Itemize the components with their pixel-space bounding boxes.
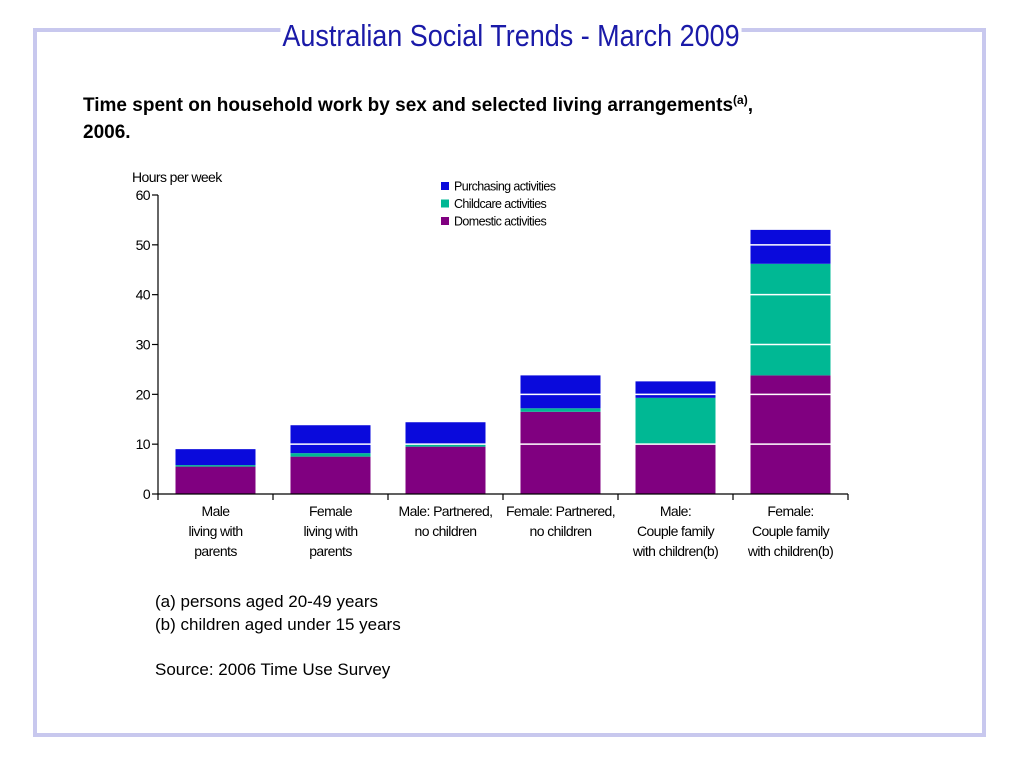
bar-segment-purchasing-activities-5 [635,381,716,398]
category-label: living with [188,523,242,539]
slide-title: Australian Social Trends - March 2009 [280,12,742,60]
bar-segment-domestic-activities-5 [635,444,716,494]
category-label: parents [194,543,237,559]
legend-swatch-childcare-activities [441,199,449,208]
category-label: parents [309,543,352,559]
category-label: living with [303,523,357,539]
bar-segment-purchasing-activities-6 [750,229,831,264]
legend-swatch-purchasing-activities [441,182,449,190]
y-tick-label: 50 [136,237,151,253]
y-tick-label: 20 [136,386,151,402]
category-label: Female: Partnered, [506,503,615,519]
y-tick-label: 60 [136,187,151,203]
footnote-a: (a) persons aged 20-49 years [155,592,379,611]
bar-segment-childcare-activities-1 [175,465,256,467]
bar-segment-childcare-activities-6 [750,263,831,376]
bar-segment-purchasing-activities-1 [175,449,256,466]
category-label: Couple family [637,523,715,539]
bar-segment-childcare-activities-3 [405,444,486,447]
bar-segment-childcare-activities-4 [520,408,601,412]
bar-segment-domestic-activities-4 [520,411,601,494]
category-label: Male [202,503,231,519]
category-label: Male: [660,503,691,519]
bar-segment-childcare-activities-2 [290,453,371,457]
y-tick-label: 40 [136,287,151,303]
y-tick-label: 30 [136,337,151,353]
bar-segment-domestic-activities-3 [405,446,486,494]
category-label: no children [530,523,592,539]
category-label: with children(b) [632,543,718,559]
chart-title-year: 2006. [83,122,131,143]
source-note: Source: 2006 Time Use Survey [155,660,391,679]
chart-title-text: Time spent on household work by sex and … [83,95,734,116]
bar-segment-domestic-activities-1 [175,466,256,494]
category-label: Female: [767,503,813,519]
y-axis-title: Hours per week [132,169,223,185]
legend-swatch-domestic-activities [441,217,449,225]
chart-title-suffix: , [747,95,753,116]
category-label: Male: Partnered, [399,503,493,519]
legend-label-childcare-activities: Childcare activities [454,197,547,211]
category-label: with children(b) [747,543,833,559]
footnote-b: (b) children aged under 15 years [155,615,401,634]
legend-label-domestic-activities: Domestic activities [454,215,546,229]
bar-segment-purchasing-activities-4 [520,375,601,409]
footnotes: (a) persons aged 20-49 years (b) childre… [155,590,401,681]
y-tick-label: 0 [143,486,151,502]
bar-segment-purchasing-activities-3 [405,422,486,445]
bar-segment-domestic-activities-2 [290,456,371,494]
category-label: Couple family [752,523,830,539]
legend-label-purchasing-activities: Purchasing activities [454,180,556,194]
y-tick-label: 10 [136,436,151,452]
chart-title: Time spent on household work by sex and … [83,92,943,146]
category-label: Female [309,503,353,519]
chart-title-footnote-mark: (a) [733,93,748,107]
bar-segment-domestic-activities-6 [750,375,831,494]
category-label: no children [415,523,477,539]
bar-segment-childcare-activities-5 [635,397,716,445]
bar-segment-purchasing-activities-2 [290,425,371,454]
